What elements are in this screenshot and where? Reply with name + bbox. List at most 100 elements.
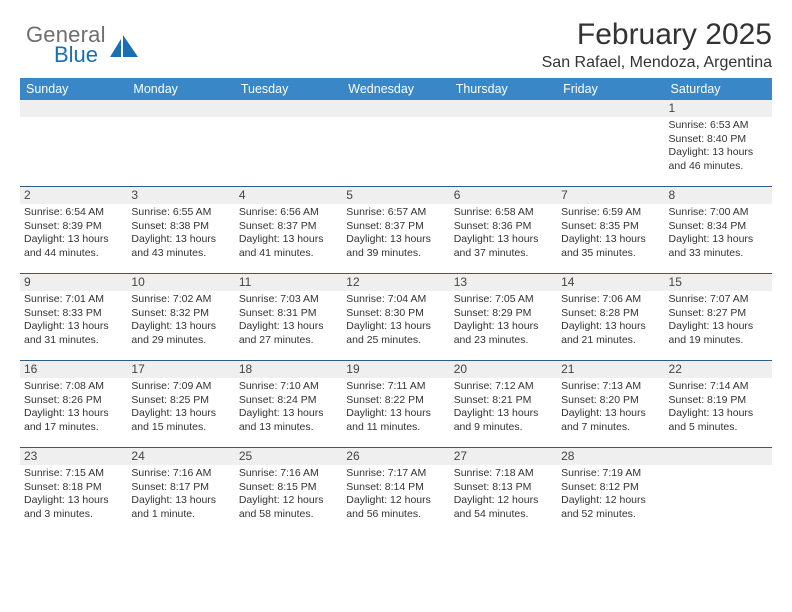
sunset-text: Sunset: 8:37 PM [239,220,338,233]
sunset-text: Sunset: 8:35 PM [561,220,660,233]
daylight-text: Daylight: 13 hours and 25 minutes. [346,320,445,347]
day-cell: 3Sunrise: 6:55 AMSunset: 8:38 PMDaylight… [127,187,234,273]
sunrise-text: Sunrise: 7:13 AM [561,380,660,393]
daylight-text: Daylight: 13 hours and 39 minutes. [346,233,445,260]
day-number: 16 [20,361,127,378]
day-number: 2 [20,187,127,204]
weekday-header: Tuesday [235,78,342,100]
weeks-container: 1Sunrise: 6:53 AMSunset: 8:40 PMDaylight… [20,100,772,534]
daylight-text: Daylight: 13 hours and 5 minutes. [669,407,768,434]
day-cell: 21Sunrise: 7:13 AMSunset: 8:20 PMDayligh… [557,361,664,447]
weekday-header: Saturday [665,78,772,100]
day-cell [557,100,664,186]
day-cell: 13Sunrise: 7:05 AMSunset: 8:29 PMDayligh… [450,274,557,360]
day-cell: 20Sunrise: 7:12 AMSunset: 8:21 PMDayligh… [450,361,557,447]
day-cell: 18Sunrise: 7:10 AMSunset: 8:24 PMDayligh… [235,361,342,447]
month-title: February 2025 [542,18,772,52]
day-number: 19 [342,361,449,378]
sunrise-text: Sunrise: 7:06 AM [561,293,660,306]
day-cell: 6Sunrise: 6:58 AMSunset: 8:36 PMDaylight… [450,187,557,273]
day-number [20,100,127,117]
daylight-text: Daylight: 13 hours and 21 minutes. [561,320,660,347]
day-number: 23 [20,448,127,465]
sunrise-text: Sunrise: 7:19 AM [561,467,660,480]
sunset-text: Sunset: 8:21 PM [454,394,553,407]
day-number: 28 [557,448,664,465]
day-number [450,100,557,117]
sunset-text: Sunset: 8:18 PM [24,481,123,494]
sunset-text: Sunset: 8:27 PM [669,307,768,320]
sunrise-text: Sunrise: 7:18 AM [454,467,553,480]
day-cell: 15Sunrise: 7:07 AMSunset: 8:27 PMDayligh… [665,274,772,360]
day-cell: 11Sunrise: 7:03 AMSunset: 8:31 PMDayligh… [235,274,342,360]
day-cell: 22Sunrise: 7:14 AMSunset: 8:19 PMDayligh… [665,361,772,447]
sunset-text: Sunset: 8:22 PM [346,394,445,407]
week-row: 16Sunrise: 7:08 AMSunset: 8:26 PMDayligh… [20,360,772,447]
sunset-text: Sunset: 8:20 PM [561,394,660,407]
sunrise-text: Sunrise: 7:09 AM [131,380,230,393]
day-number: 3 [127,187,234,204]
daylight-text: Daylight: 13 hours and 7 minutes. [561,407,660,434]
calendar-grid: Sunday Monday Tuesday Wednesday Thursday… [20,78,772,534]
daylight-text: Daylight: 13 hours and 15 minutes. [131,407,230,434]
day-cell: 2Sunrise: 6:54 AMSunset: 8:39 PMDaylight… [20,187,127,273]
day-cell: 9Sunrise: 7:01 AMSunset: 8:33 PMDaylight… [20,274,127,360]
day-number: 14 [557,274,664,291]
sunrise-text: Sunrise: 7:15 AM [24,467,123,480]
daylight-text: Daylight: 13 hours and 37 minutes. [454,233,553,260]
day-number: 11 [235,274,342,291]
weekday-header: Thursday [450,78,557,100]
day-number: 20 [450,361,557,378]
day-number [665,448,772,465]
weekday-header: Monday [127,78,234,100]
daylight-text: Daylight: 13 hours and 27 minutes. [239,320,338,347]
day-cell [235,100,342,186]
daylight-text: Daylight: 13 hours and 41 minutes. [239,233,338,260]
sunset-text: Sunset: 8:33 PM [24,307,123,320]
day-number: 17 [127,361,234,378]
daylight-text: Daylight: 13 hours and 35 minutes. [561,233,660,260]
sunrise-text: Sunrise: 7:07 AM [669,293,768,306]
daylight-text: Daylight: 13 hours and 17 minutes. [24,407,123,434]
day-cell: 17 Sunrise: 7:09 AMSunset: 8:25 PMDayligh… [127,361,234,447]
weekday-header: Friday [557,78,664,100]
day-number: 27 [450,448,557,465]
day-number: 13 [450,274,557,291]
sunset-text: Sunset: 8:19 PM [669,394,768,407]
sunset-text: Sunset: 8:28 PM [561,307,660,320]
calendar-page: General Blue February 2025 San Rafael, M… [0,0,792,544]
logo: General Blue [26,24,140,66]
week-row: 1Sunrise: 6:53 AMSunset: 8:40 PMDaylight… [20,100,772,186]
day-cell: 16Sunrise: 7:08 AMSunset: 8:26 PMDayligh… [20,361,127,447]
day-number: 7 [557,187,664,204]
day-number: 6 [450,187,557,204]
sunset-text: Sunset: 8:25 PM [131,394,230,407]
logo-sails-icon [110,33,140,59]
weekday-header-row: Sunday Monday Tuesday Wednesday Thursday… [20,78,772,100]
daylight-text: Daylight: 13 hours and 23 minutes. [454,320,553,347]
day-cell [127,100,234,186]
daylight-text: Daylight: 13 hours and 3 minutes. [24,494,123,521]
sunrise-text: Sunrise: 7:00 AM [669,206,768,219]
sunset-text: Sunset: 8:17 PM [131,481,230,494]
day-cell [342,100,449,186]
page-header: General Blue February 2025 San Rafael, M… [20,18,772,72]
day-cell: 8Sunrise: 7:00 AMSunset: 8:34 PMDaylight… [665,187,772,273]
sunrise-text: Sunrise: 7:03 AM [239,293,338,306]
sunset-text: Sunset: 8:32 PM [131,307,230,320]
week-row: 23 Sunrise: 7:15 AMSunset: 8:18 PMDayligh… [20,447,772,534]
day-number: 15 [665,274,772,291]
sunrise-text: Sunrise: 6:55 AM [131,206,230,219]
daylight-text: Daylight: 13 hours and 9 minutes. [454,407,553,434]
sunset-text: Sunset: 8:36 PM [454,220,553,233]
sunset-text: Sunset: 8:40 PM [669,133,768,146]
day-cell: 14 Sunrise: 7:06 AMSunset: 8:28 PMDayligh… [557,274,664,360]
day-number: 10 [127,274,234,291]
sunset-text: Sunset: 8:26 PM [24,394,123,407]
day-cell: 1Sunrise: 6:53 AMSunset: 8:40 PMDaylight… [665,100,772,186]
sunrise-text: Sunrise: 7:10 AM [239,380,338,393]
sunset-text: Sunset: 8:38 PM [131,220,230,233]
day-number [127,100,234,117]
logo-text-blue: Blue [54,44,106,66]
sunset-text: Sunset: 8:12 PM [561,481,660,494]
